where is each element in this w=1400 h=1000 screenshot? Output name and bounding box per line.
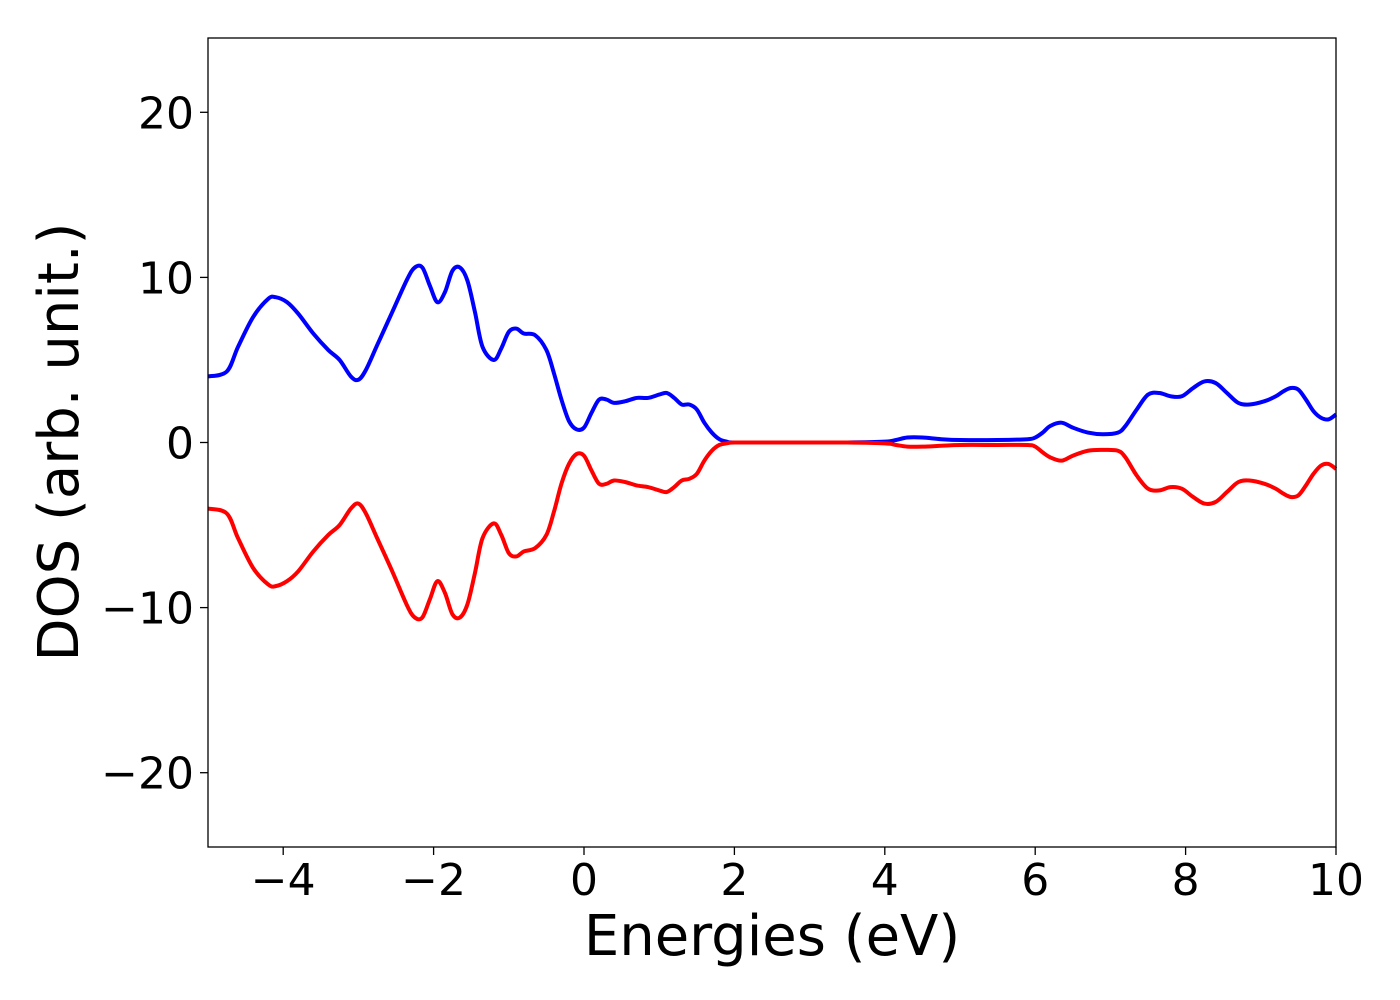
y-tick-label: −20 bbox=[101, 749, 194, 800]
series-line-1 bbox=[207, 263, 1338, 445]
y-tick-label: 0 bbox=[166, 419, 194, 470]
series-line-2 bbox=[207, 440, 1338, 622]
series-layer bbox=[207, 263, 1338, 622]
y-axis-label: DOS (arb. unit.) bbox=[27, 222, 92, 661]
y-tick-label: −10 bbox=[101, 584, 194, 635]
y-axis: −20 −10 0 10 20 bbox=[101, 88, 208, 800]
x-tick-label: 8 bbox=[1172, 855, 1200, 906]
y-tick-label: 20 bbox=[138, 88, 194, 139]
x-axis-label: Energies (eV) bbox=[584, 904, 960, 969]
x-tick-label: 6 bbox=[1021, 855, 1049, 906]
x-tick-label: 4 bbox=[871, 855, 899, 906]
x-axis: −4 −2 0 2 4 6 8 10 bbox=[251, 847, 1364, 906]
x-tick-label: −2 bbox=[401, 855, 466, 906]
x-tick-label: 2 bbox=[720, 855, 748, 906]
x-tick-label: −4 bbox=[251, 855, 316, 906]
x-tick-label: 0 bbox=[570, 855, 598, 906]
x-tick-label: 10 bbox=[1308, 855, 1364, 906]
y-tick-label: 10 bbox=[138, 253, 194, 304]
